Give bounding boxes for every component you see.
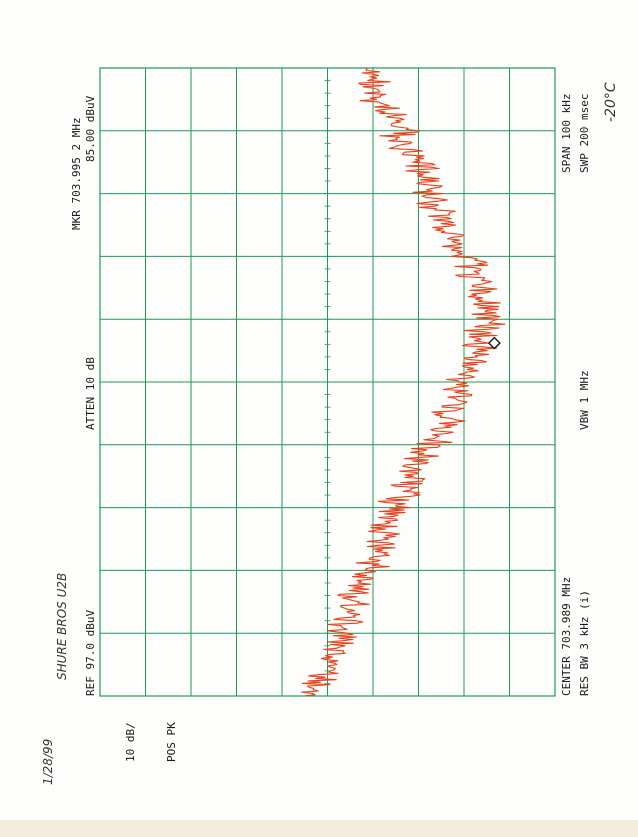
- span-label: SPAN 100 kHz: [560, 94, 573, 173]
- marker-frequency-label: MKR 703.995 2 MHz: [70, 117, 83, 230]
- trace-layer: [301, 67, 506, 697]
- marker-diamond: [487, 336, 501, 350]
- paper-edge: [0, 820, 638, 837]
- handwritten-temperature: -20°C: [603, 82, 619, 122]
- attenuation-label: ATTEN 10 dB: [84, 357, 97, 430]
- ref-level-label: REF 97.0 dBuV: [84, 610, 97, 696]
- marker-value-label: 85.00 dBuV: [84, 95, 97, 162]
- marker-layer: [487, 336, 501, 350]
- video-bandwidth-label: VBW 1 MHz: [578, 370, 591, 430]
- scale-label: 10 dB/: [124, 722, 137, 762]
- center-frequency-label: CENTER 703.989 MHz: [560, 577, 573, 696]
- grid-lines: [100, 67, 555, 697]
- sweep-time-label: SWP 200 msec: [578, 94, 591, 173]
- spectrum-trace: [301, 67, 506, 697]
- resolution-bandwidth-label: RES BW 3 kHz (i): [578, 590, 591, 696]
- detector-label: POS PK: [165, 722, 178, 762]
- handwritten-date: 1/28/99: [41, 739, 55, 785]
- handwritten-device: SHURE BROS U2B: [55, 573, 69, 680]
